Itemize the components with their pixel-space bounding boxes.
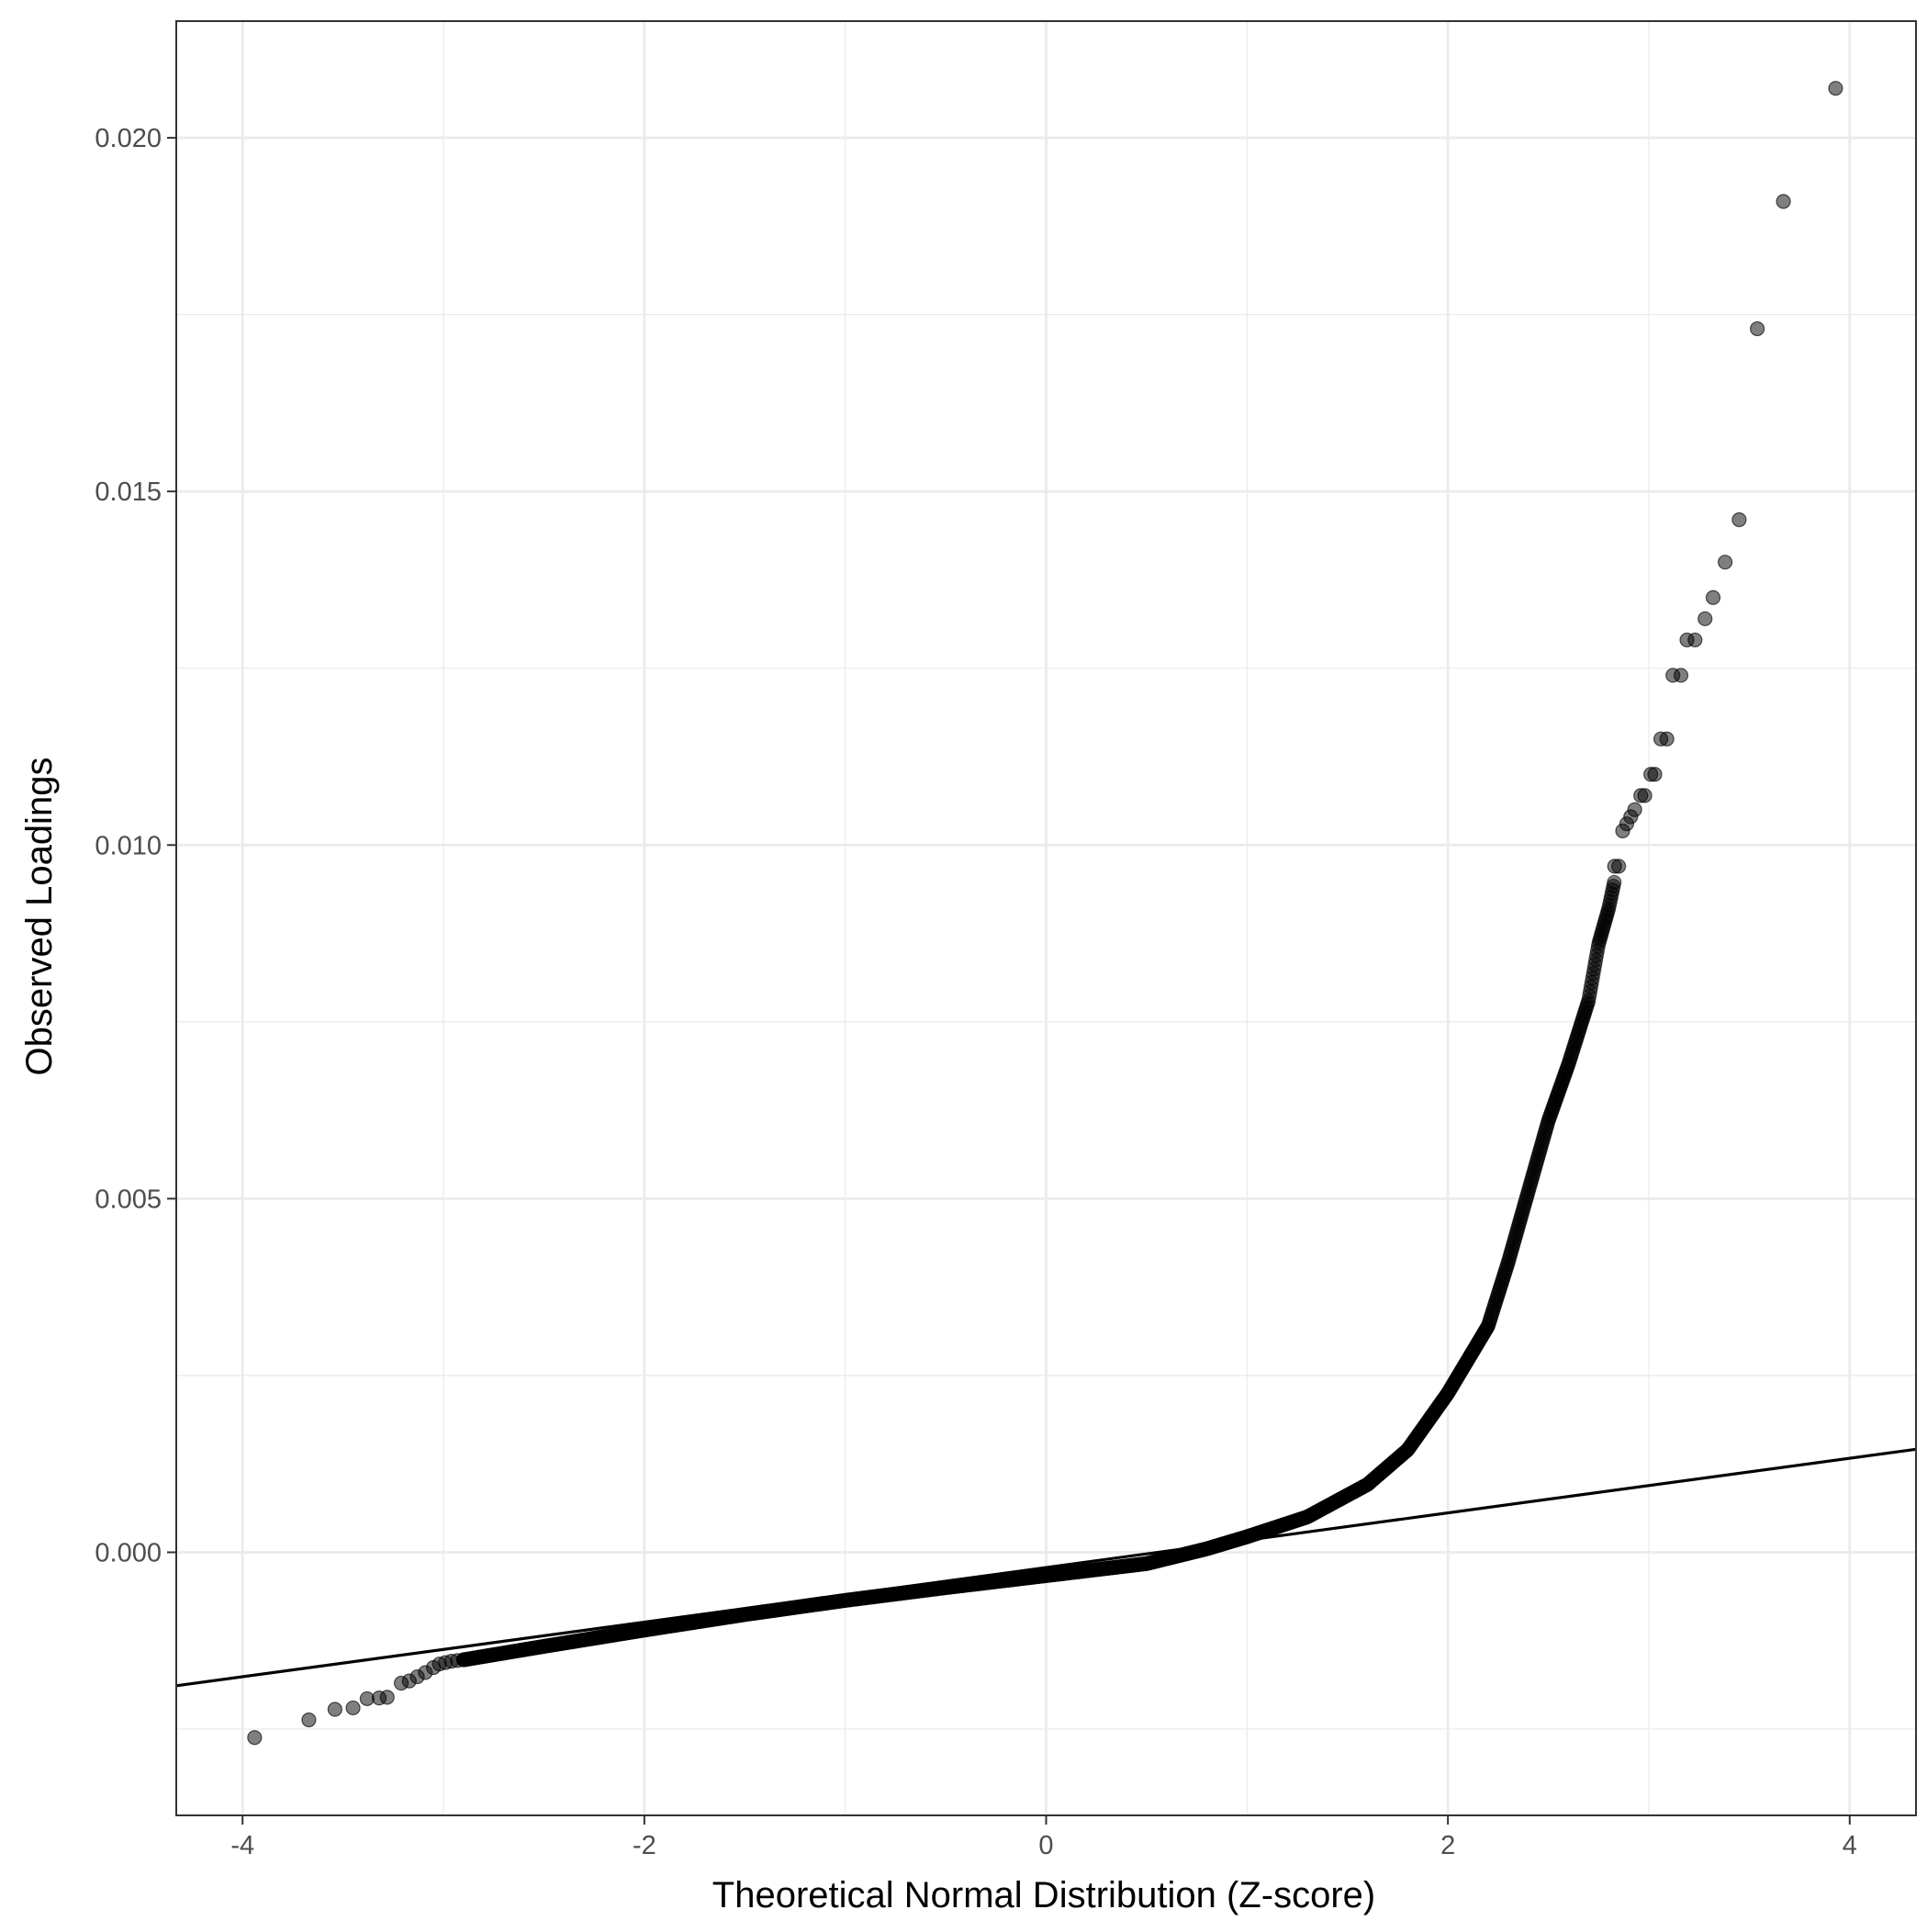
x-tick-label: 0	[1038, 1831, 1053, 1860]
qq-point	[1705, 590, 1721, 605]
qq-point	[1750, 320, 1765, 337]
y-axis-title: Observed Loadings	[19, 758, 60, 1076]
qq-point	[1697, 611, 1713, 626]
qq-point	[1653, 731, 1669, 747]
qq-point	[247, 1730, 263, 1746]
y-axis-ticks: 0.000 0.005 0.010 0.015 0.020	[95, 124, 176, 1567]
qq-point	[1607, 874, 1622, 890]
qq-point	[1643, 767, 1659, 782]
qq-point	[327, 1702, 342, 1717]
y-tick-label: 0.000	[95, 1538, 162, 1567]
reference-line	[175, 1447, 1917, 1688]
y-tick-label: 0.020	[95, 124, 162, 153]
x-tick-label: 4	[1843, 1831, 1857, 1860]
qq-point	[1607, 859, 1622, 874]
qq-point	[1776, 194, 1791, 209]
y-tick-label: 0.005	[95, 1185, 162, 1214]
qq-point	[1679, 632, 1695, 648]
qq-point	[1615, 823, 1630, 838]
qq-curve-points	[455, 874, 1622, 1668]
qq-point	[301, 1712, 317, 1728]
x-tick-label: -4	[230, 1831, 254, 1860]
major-gridlines	[176, 21, 1916, 1815]
qq-point	[1718, 555, 1733, 570]
x-axis-ticks: -4 -2 0 2 4	[230, 1815, 1857, 1860]
y-tick-label: 0.010	[95, 831, 162, 860]
y-tick-label: 0.015	[95, 477, 162, 507]
x-tick-label: 2	[1440, 1831, 1455, 1860]
x-tick-label: -2	[633, 1831, 656, 1860]
qq-point	[1828, 81, 1843, 96]
qq-point	[1665, 668, 1681, 683]
qq-point	[345, 1700, 361, 1716]
qq-point	[379, 1690, 395, 1705]
x-axis-title: Theoretical Normal Distribution (Z-score…	[712, 1875, 1375, 1915]
qq-points	[247, 81, 1843, 1746]
qq-point	[1731, 511, 1747, 528]
qq-point	[1633, 788, 1649, 803]
qq-point	[455, 1652, 472, 1668]
